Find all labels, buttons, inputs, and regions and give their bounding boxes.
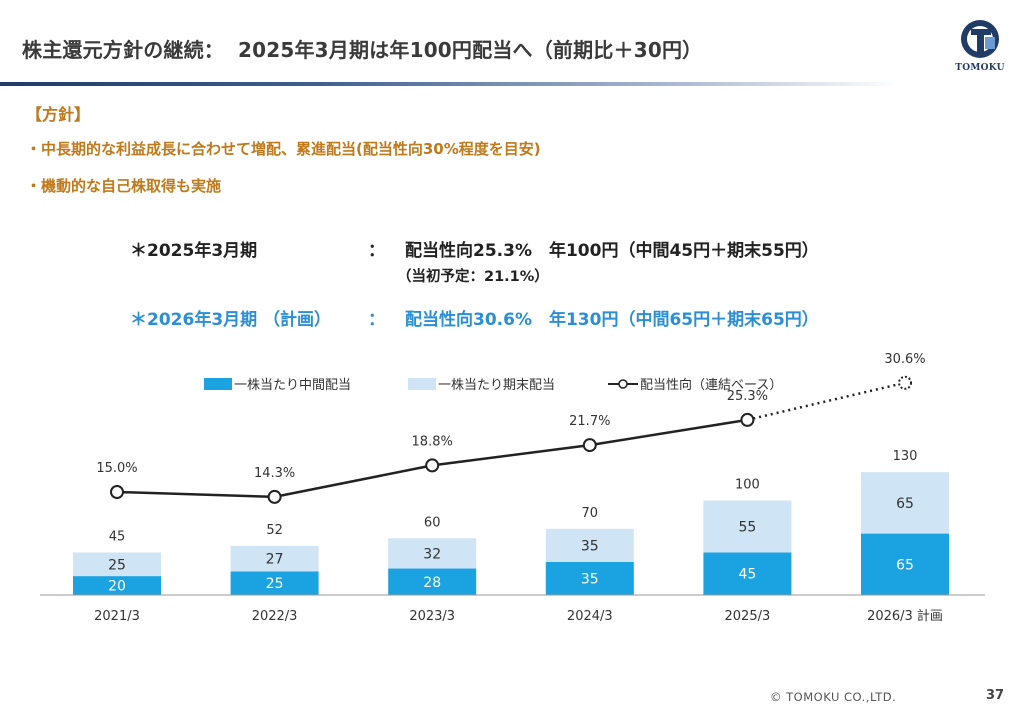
legend-swatch-interim: [204, 377, 232, 390]
company-logo: TOMOKU: [948, 20, 1012, 80]
page-number: 37: [986, 688, 1005, 703]
payout-ratio-label-3: 21.7%: [569, 414, 610, 429]
payout-ratio-point-0: [110, 485, 124, 499]
fy2025-note: （当初予定：21.1%）: [397, 269, 549, 285]
label-year-end-1: 27: [266, 552, 284, 568]
legend-swatch-year-end: [408, 377, 436, 390]
x-tick-label-3: 2024/3: [567, 609, 613, 624]
fy2025-colon: ：: [368, 241, 385, 261]
payout-ratio-plan-line: [747, 381, 906, 422]
label-interim-3: 35: [581, 571, 599, 587]
legend-year-end: 一株当たり期末配当: [408, 374, 555, 393]
legend-payout: 配当性向（連結ベース）: [608, 374, 782, 393]
bar-year-end-1: [230, 545, 319, 572]
payout-ratio-point-5: [898, 375, 912, 390]
label-total-3: 70: [582, 506, 599, 521]
bar-year-end-2: [388, 538, 477, 569]
footer-copyright: © TOMOKU CO.,LTD.: [770, 690, 897, 704]
policy-heading: 【方針】: [26, 105, 91, 124]
policy-bullet-1: ・中長期的な利益成長に合わせて増配、累進配当(配当性向30%程度を目安): [26, 140, 541, 158]
bar-year-end-0: [73, 552, 161, 577]
payout-ratio-point-4: [740, 412, 755, 427]
payout-ratio-label-1: 14.3%: [254, 466, 295, 481]
label-year-end-0: 25: [108, 557, 126, 573]
bar-year-end-3: [545, 528, 634, 562]
fy2025-value: 配当性向25.3% 年100円（中間45円＋期末55円）: [405, 241, 819, 261]
label-interim-1: 25: [266, 576, 284, 592]
bar-interim-4: [703, 552, 792, 595]
bar-year-end-5: [861, 472, 949, 534]
bar-interim-0: [73, 576, 161, 595]
label-year-end-2: 32: [423, 546, 441, 562]
legend-label-year-end: 一株当たり期末配当: [438, 378, 556, 393]
payout-ratio-label-4: 25.3%: [727, 389, 768, 404]
x-tick-label-5: 2026/3 計画: [867, 608, 943, 624]
title-underline: [0, 82, 900, 86]
payout-ratio-point-1: [267, 489, 282, 504]
label-year-end-3: 35: [581, 538, 599, 554]
label-total-0: 45: [109, 529, 126, 544]
x-tick-label-2: 2023/3: [409, 609, 455, 624]
bar-interim-1: [230, 571, 319, 595]
title-main: 株主還元方針の継続：: [22, 38, 224, 62]
fy2026-label: ＊2026年3月期 （計画）: [130, 310, 332, 330]
page-title: 株主還元方針の継続： 2025年3月期は年100円配当へ（前期比＋30円）: [22, 34, 702, 63]
x-tick-label-1: 2022/3: [252, 609, 298, 624]
label-total-4: 100: [735, 478, 760, 493]
x-tick-label-0: 2021/3: [94, 609, 140, 624]
fy2026-colon: ：: [368, 310, 385, 330]
payout-ratio-point-3: [582, 438, 597, 453]
payout-ratio-label-2: 18.8%: [412, 434, 453, 449]
bar-interim-3: [545, 561, 634, 595]
fy2026-value: 配当性向30.6% 年130円（中間65円＋期末65円）: [405, 310, 819, 330]
legend-label-interim: 一株当たり中間配当: [234, 378, 352, 393]
logo-wordmark: TOMOKU: [955, 63, 1005, 73]
legend-interim: 一株当たり中間配当: [204, 374, 351, 393]
label-interim-0: 20: [108, 579, 126, 595]
bar-year-end-4: [703, 500, 792, 553]
label-year-end-5: 65: [896, 496, 914, 512]
label-total-1: 52: [266, 523, 283, 538]
payout-ratio-point-2: [425, 458, 440, 473]
fy2025-label: ＊2025年3月期: [130, 241, 258, 261]
label-interim-4: 45: [738, 567, 756, 583]
legend-line-marker-icon: [608, 378, 638, 389]
label-total-5: 130: [893, 449, 918, 464]
label-interim-5: 65: [896, 557, 914, 573]
legend-label-payout: 配当性向（連結ベース）: [640, 378, 783, 393]
payout-ratio-label-0: 15.0%: [96, 461, 137, 476]
label-interim-2: 28: [423, 575, 441, 591]
bar-interim-5: [861, 533, 949, 595]
logo-mark-icon: [961, 20, 999, 58]
x-tick-label-4: 2025/3: [725, 609, 771, 624]
label-year-end-4: 55: [738, 519, 756, 535]
policy-bullet-2: ・機動的な自己株取得も実施: [26, 177, 222, 195]
bar-interim-2: [388, 568, 477, 595]
title-subtitle: 2025年3月期は年100円配当へ（前期比＋30円）: [238, 38, 703, 62]
label-total-2: 60: [424, 515, 441, 530]
payout-ratio-label-5: 30.6%: [884, 352, 925, 367]
